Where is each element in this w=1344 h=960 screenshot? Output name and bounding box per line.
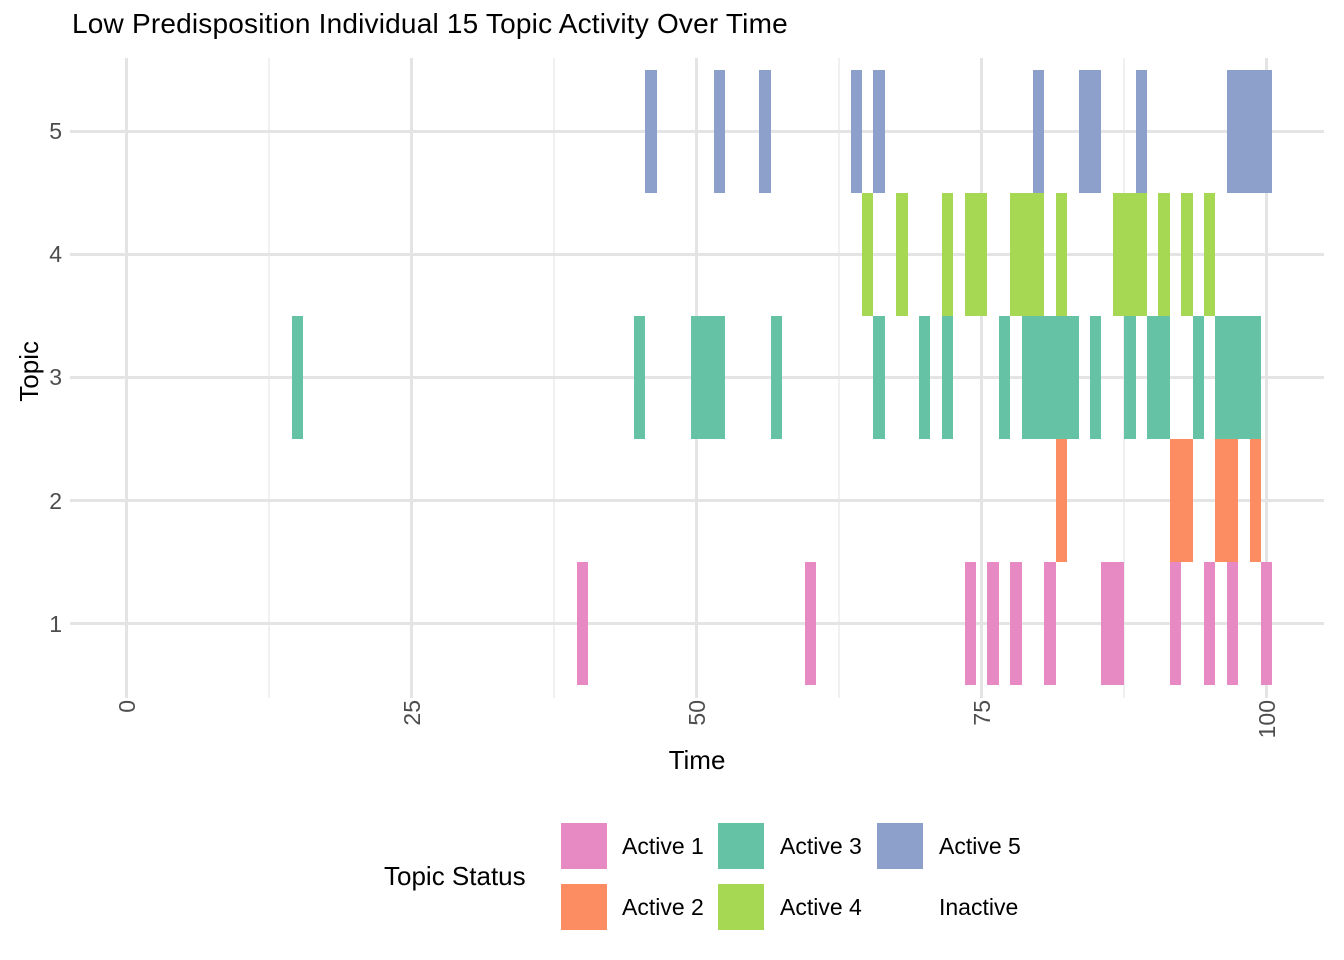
- x-tick-label-75: 75: [968, 700, 995, 726]
- activity-tile-topic1: [1010, 562, 1022, 686]
- x-tick-label-0: 0: [113, 700, 140, 713]
- x-tick-label-100: 100: [1253, 700, 1280, 739]
- y-axis-title: Topic: [14, 341, 44, 402]
- activity-tile-topic4: [862, 192, 874, 316]
- activity-tile-topic1: [1261, 562, 1273, 686]
- legend-swatch-active-4: [718, 884, 764, 930]
- legend-label-active-3: Active 3: [780, 833, 862, 859]
- y-tick-label-3: 3: [49, 364, 62, 391]
- activity-tile-topic4: [1158, 192, 1170, 316]
- activity-tile-topic4: [1010, 192, 1045, 316]
- activity-tile-topic1: [1226, 562, 1239, 686]
- activity-tile-topic2: [1169, 438, 1193, 563]
- activity-tile-topic4: [1204, 192, 1216, 316]
- activity-tile-topic3: [1021, 315, 1079, 439]
- activity-tile-topic5: [1226, 69, 1273, 193]
- activity-tile-topic5: [1078, 69, 1102, 193]
- legend-swatch-active-1: [561, 823, 607, 869]
- activity-tile-topic1: [1204, 562, 1216, 686]
- activity-tile-topic3: [292, 315, 304, 439]
- activity-tile-topic3: [1124, 315, 1136, 439]
- legend-swatch-active-3: [718, 823, 764, 869]
- plot-panel: [70, 58, 1324, 698]
- y-tick-label-2: 2: [49, 487, 62, 514]
- activity-tile-topic3: [919, 315, 931, 439]
- activity-tile-topic4: [941, 192, 954, 316]
- activity-tile-topic3: [998, 315, 1011, 439]
- x-tick-label-50: 50: [683, 700, 710, 726]
- activity-tile-topic3: [1192, 315, 1204, 439]
- legend-swatch-inactive: [877, 884, 923, 930]
- gridline-y-major: [70, 252, 1324, 256]
- activity-tile-topic2: [1055, 438, 1068, 563]
- activity-tile-topic1: [805, 562, 817, 686]
- activity-tile-topic4: [964, 192, 988, 316]
- gridline-y-major: [70, 129, 1324, 133]
- activity-tile-topic1: [964, 562, 976, 686]
- legend-label-active-2: Active 2: [622, 894, 704, 920]
- activity-tile-topic5: [645, 69, 657, 193]
- activity-tile-topic5: [850, 69, 862, 193]
- activity-tile-topic3: [1147, 315, 1170, 439]
- activity-tile-topic2: [1215, 438, 1239, 563]
- legend-swatch-active-2: [561, 884, 607, 930]
- chart-title: Low Predisposition Individual 15 Topic A…: [72, 8, 788, 39]
- activity-tile-topic4: [896, 192, 908, 316]
- activity-tile-topic4: [1181, 192, 1193, 316]
- legend-label-active-4: Active 4: [780, 894, 862, 920]
- x-tick-label-25: 25: [398, 700, 425, 726]
- legend-label-inactive: Inactive: [939, 894, 1019, 920]
- activity-tile-topic1: [1101, 562, 1125, 686]
- activity-tile-topic3: [691, 315, 726, 439]
- gridline-y-major: [70, 622, 1324, 626]
- activity-tile-topic5: [713, 69, 726, 193]
- activity-tile-topic3: [634, 315, 646, 439]
- activity-tile-topic3: [941, 315, 954, 439]
- activity-tile-topic5: [759, 69, 771, 193]
- activity-tile-topic4: [1112, 192, 1147, 316]
- y-tick-label-5: 5: [49, 118, 62, 145]
- activity-tile-topic3: [770, 315, 783, 439]
- activity-tile-topic5: [873, 69, 885, 193]
- activity-tile-topic1: [1169, 562, 1182, 686]
- x-axis-title: Time: [668, 745, 726, 775]
- activity-tile-topic1: [577, 562, 589, 686]
- activity-tile-topic2: [1249, 438, 1261, 563]
- activity-tile-topic3: [1215, 315, 1261, 439]
- activity-tile-topic3: [873, 315, 885, 439]
- y-tick-label-4: 4: [49, 241, 62, 268]
- legend-label-active-5: Active 5: [939, 833, 1021, 859]
- gridline-y-major: [70, 499, 1324, 503]
- activity-tile-topic4: [1055, 192, 1068, 316]
- activity-tile-topic1: [1044, 562, 1056, 686]
- legend-title: Topic Status: [384, 861, 526, 891]
- activity-tile-topic5: [1135, 69, 1147, 193]
- activity-tile-topic3: [1090, 315, 1102, 439]
- activity-tile-topic5: [1033, 69, 1045, 193]
- y-tick-label-1: 1: [49, 610, 62, 637]
- legend-label-active-1: Active 1: [622, 833, 704, 859]
- legend-swatch-active-5: [877, 823, 923, 869]
- activity-tile-topic1: [987, 562, 999, 686]
